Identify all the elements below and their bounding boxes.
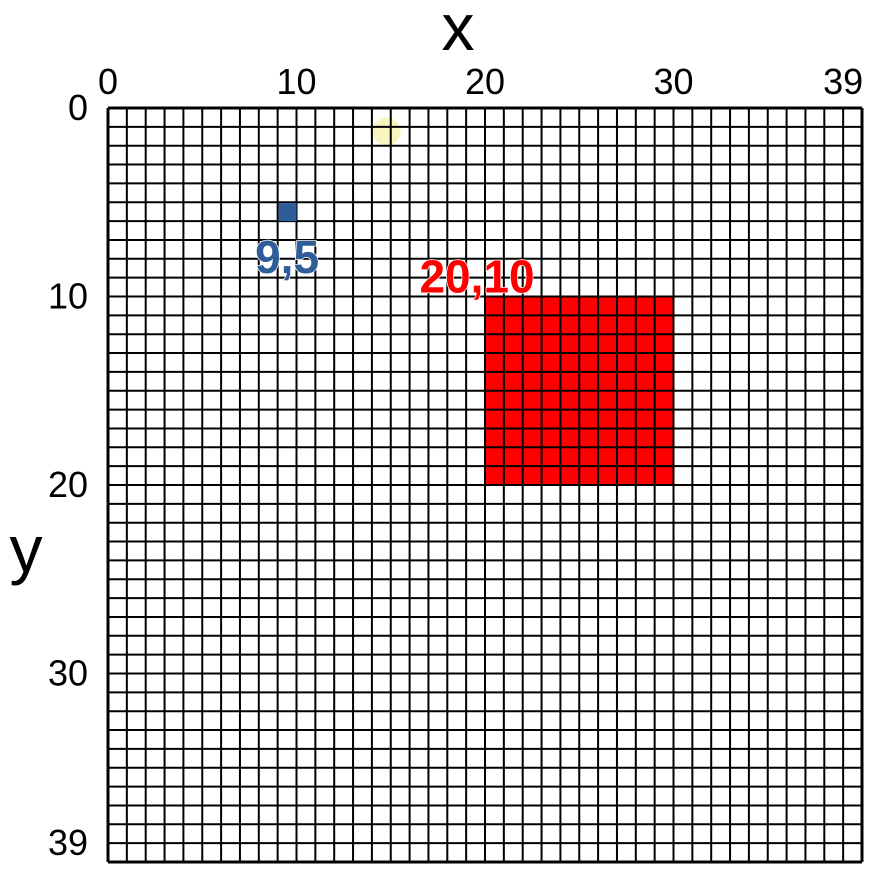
- y-tick-label: 20: [48, 464, 88, 505]
- highlight-dot: [372, 117, 401, 146]
- point-marker: [278, 203, 297, 222]
- y-tick-label: 39: [48, 822, 88, 863]
- grid-lines: [106, 106, 864, 864]
- x-tick-label: 39: [823, 61, 863, 102]
- y-axis-title: y: [10, 512, 43, 586]
- x-tick-label: 30: [653, 61, 693, 102]
- tick-labels: 0 10 20 30 39 0 10 20 30 39: [48, 61, 863, 863]
- y-tick-label: 0: [68, 87, 88, 128]
- x-tick-label: 20: [465, 61, 505, 102]
- x-tick-label: 10: [276, 61, 316, 102]
- point-label: 9,5: [255, 231, 319, 283]
- rectangle-label: 20,10: [419, 251, 534, 303]
- y-tick-label: 10: [48, 276, 88, 317]
- x-tick-label: 0: [98, 61, 118, 102]
- y-tick-label: 30: [48, 653, 88, 694]
- x-axis-title: x: [442, 0, 475, 64]
